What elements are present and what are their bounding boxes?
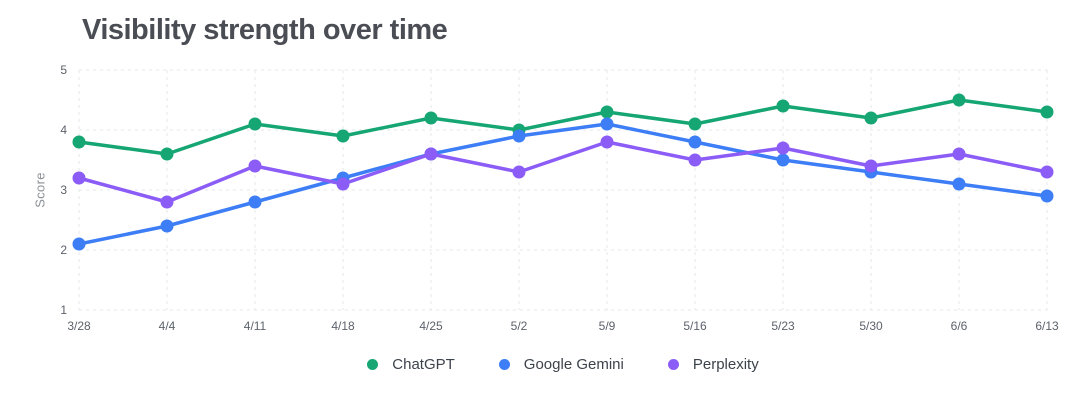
chart-title: Visibility strength over time	[82, 14, 448, 46]
legend-label-google-gemini: Google Gemini	[523, 355, 624, 373]
legend-item-google-gemini[interactable]: Google Gemini	[498, 355, 624, 373]
data-point-google-gemini-5/23[interactable]	[776, 153, 790, 167]
x-tick-6/6: 6/6	[951, 319, 968, 333]
series-line-perplexity	[77, 140, 1049, 204]
x-tick-6/13: 6/13	[1035, 319, 1059, 333]
y-tick-3: 3	[60, 183, 67, 197]
x-tick-4/11: 4/11	[244, 319, 267, 333]
data-point-perplexity-4/18[interactable]	[336, 177, 350, 191]
legend-label-chatgpt: ChatGPT	[392, 355, 455, 373]
data-point-chatgpt-5/16[interactable]	[688, 117, 702, 131]
data-point-google-gemini-5/16[interactable]	[688, 135, 702, 149]
x-tick-4/18: 4/18	[331, 319, 355, 333]
data-point-perplexity-4/11[interactable]	[248, 159, 262, 173]
data-point-chatgpt-6/13[interactable]	[1040, 105, 1054, 119]
perplexity-series-dot-icon	[667, 358, 679, 370]
data-point-perplexity-5/30[interactable]	[864, 159, 878, 173]
y-tick-1: 1	[60, 303, 67, 317]
data-point-chatgpt-5/23[interactable]	[776, 99, 790, 113]
data-point-perplexity-4/25[interactable]	[424, 147, 438, 161]
data-point-chatgpt-4/4[interactable]	[160, 147, 174, 161]
x-tick-4/4: 4/4	[159, 319, 176, 333]
x-tick-4/25: 4/25	[419, 319, 443, 333]
data-point-chatgpt-3/28[interactable]	[72, 135, 86, 149]
x-tick-5/23: 5/23	[771, 319, 795, 333]
data-point-google-gemini-6/6[interactable]	[952, 177, 966, 191]
legend-item-perplexity[interactable]: Perplexity	[667, 355, 759, 373]
google-gemini-series-dot-icon	[498, 358, 510, 370]
data-point-google-gemini-6/13[interactable]	[1040, 189, 1054, 203]
data-point-perplexity-4/4[interactable]	[160, 195, 174, 209]
line-chart-canvas[interactable]: 1 2 3 4 5 3/28 4/4 4/11 4/18 4/25 5/2 5/9 5/16 5/23 5/…	[0, 0, 1080, 345]
data-point-perplexity-5/9[interactable]	[600, 135, 614, 149]
data-point-google-gemini-4/4[interactable]	[160, 219, 174, 233]
data-point-perplexity-3/28[interactable]	[72, 171, 86, 185]
y-tick-2: 2	[60, 243, 67, 257]
data-point-chatgpt-4/11[interactable]	[248, 117, 262, 131]
x-tick-5/9: 5/9	[599, 319, 616, 333]
data-point-chatgpt-5/9[interactable]	[600, 105, 614, 119]
data-point-google-gemini-5/2[interactable]	[512, 129, 526, 143]
x-tick-5/2: 5/2	[511, 319, 528, 333]
x-tick-5/16: 5/16	[683, 319, 707, 333]
data-point-google-gemini-5/9[interactable]	[600, 117, 614, 131]
y-tick-4: 4	[60, 123, 67, 137]
data-point-google-gemini-3/28[interactable]	[72, 237, 86, 251]
data-point-chatgpt-5/30[interactable]	[864, 111, 878, 125]
data-point-chatgpt-4/25[interactable]	[424, 111, 438, 125]
series-line-google-gemini	[77, 122, 1049, 246]
data-point-chatgpt-6/6[interactable]	[952, 93, 966, 107]
data-point-perplexity-5/16[interactable]	[688, 153, 702, 167]
data-point-perplexity-5/23[interactable]	[776, 141, 790, 155]
data-point-perplexity-6/13[interactable]	[1040, 165, 1054, 179]
data-point-chatgpt-4/18[interactable]	[336, 129, 350, 143]
x-tick-5/30: 5/30	[859, 319, 883, 333]
y-tick-5: 5	[60, 63, 67, 77]
x-tick-3/28: 3/28	[67, 319, 91, 333]
series-line-chatgpt	[77, 98, 1049, 156]
data-point-perplexity-6/6[interactable]	[952, 147, 966, 161]
legend-label-perplexity: Perplexity	[692, 355, 759, 373]
chart-legend: ChatGPT Google Gemini Perplexity	[79, 352, 1047, 376]
data-point-perplexity-5/2[interactable]	[512, 165, 526, 179]
legend-item-chatgpt[interactable]: ChatGPT	[367, 356, 455, 373]
data-point-google-gemini-4/11[interactable]	[248, 195, 262, 209]
chatgpt-series-dot-icon	[367, 358, 379, 370]
